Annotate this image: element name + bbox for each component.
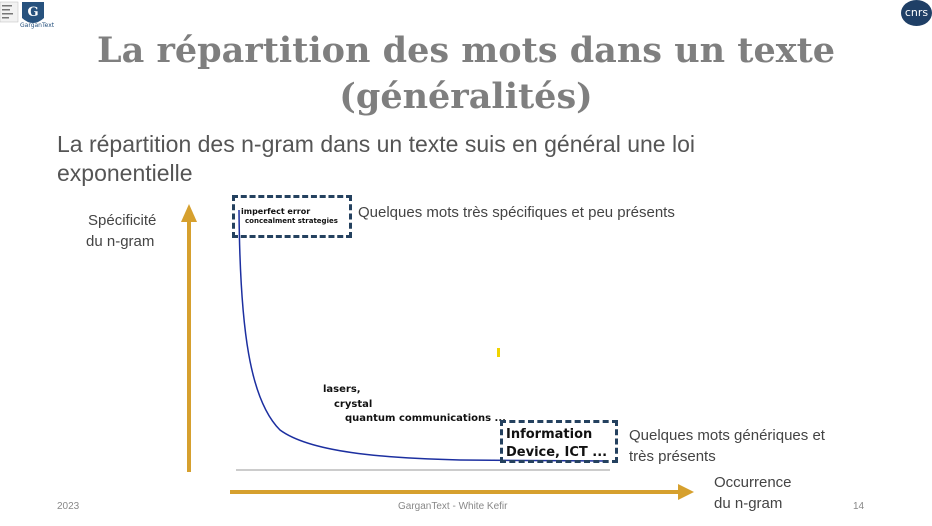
slide-title: La répartition des mots dans un texte (g… (0, 28, 932, 120)
generic-term-line2: Device, ICT ... (506, 445, 608, 460)
y-axis-arrowhead (181, 204, 197, 222)
gargantext-logo: G GarganText (0, 0, 56, 30)
cnrs-logo: cnrs (901, 0, 932, 26)
x-axis-arrowhead (678, 484, 694, 500)
y-axis-label-line1: Spécificité (88, 212, 157, 229)
specific-terms-box: imperfect error concealment strategies (232, 195, 352, 238)
x-axis-label-line2: du n-gram (714, 495, 783, 512)
gargantext-logo-caption: GarganText (20, 22, 55, 29)
footer-year: 2023 (57, 501, 80, 512)
svg-text:G: G (27, 5, 38, 20)
mid-term-crystal: crystal (334, 399, 373, 410)
x-axis-label-line1: Occurrence (714, 474, 792, 491)
cursor-mark (497, 348, 500, 357)
specific-term-line1: imperfect error (241, 207, 311, 216)
generic-term-line1: Information (506, 427, 593, 442)
mid-term-lasers: lasers, (323, 384, 361, 395)
generic-terms-note-line1: Quelques mots génériques et (629, 427, 825, 444)
mid-term-quantum: quantum communications ... (345, 413, 506, 424)
distribution-curve (238, 209, 609, 462)
generic-terms-note-line2: très présents (629, 448, 716, 465)
slide-subtitle: La répartition des n-gram dans un texte … (57, 131, 696, 186)
page-number: 14 (853, 501, 865, 512)
generic-terms-box: Information Device, ICT ... (500, 420, 618, 463)
slide-title-line1: La répartition des mots dans un texte (96, 30, 836, 71)
slide-title-line2: (généralités) (339, 76, 593, 117)
specific-terms-note: Quelques mots très spécifiques et peu pr… (358, 204, 675, 221)
specific-term-line2: concealment strategies (245, 217, 338, 225)
footer-center: GarganText - White Kefir (398, 501, 508, 512)
y-axis-label-line2: du n-gram (86, 233, 155, 250)
